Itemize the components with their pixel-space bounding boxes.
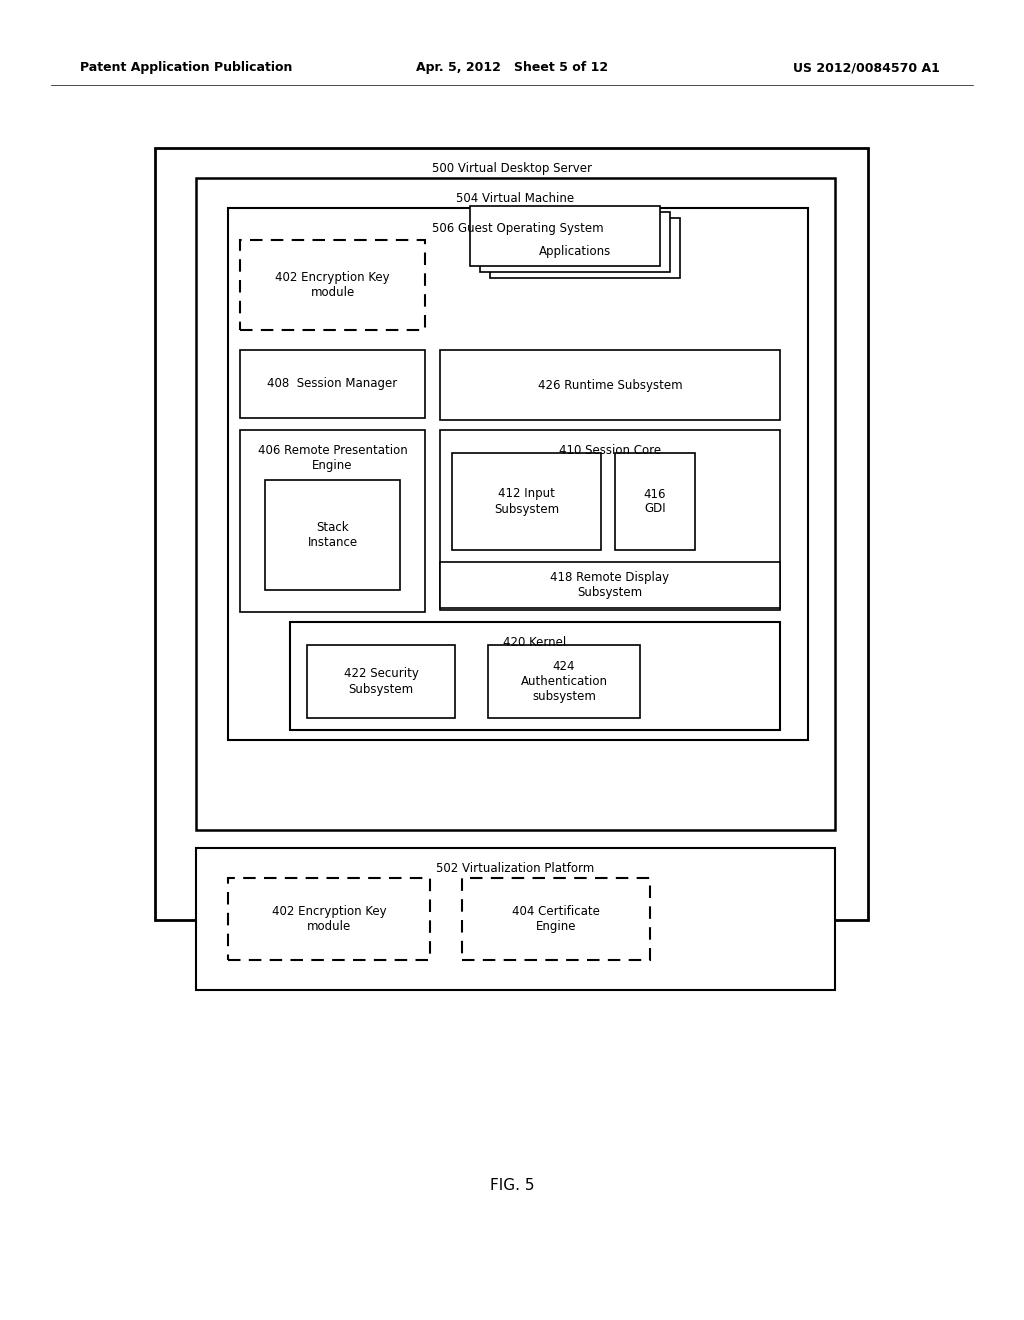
Text: US 2012/0084570 A1: US 2012/0084570 A1 — [794, 62, 940, 74]
Bar — [240, 240, 425, 330]
Text: Stack
Instance: Stack Instance — [307, 521, 357, 549]
Text: 506 Guest Operating System: 506 Guest Operating System — [432, 222, 604, 235]
Text: 406 Remote Presentation
Engine: 406 Remote Presentation Engine — [258, 444, 408, 473]
Bar — [615, 453, 695, 550]
Bar — [440, 350, 780, 420]
Bar — [240, 430, 425, 612]
Text: 424
Authentication
subsystem: 424 Authentication subsystem — [520, 660, 607, 704]
Text: Apr. 5, 2012   Sheet 5 of 12: Apr. 5, 2012 Sheet 5 of 12 — [416, 62, 608, 74]
Text: 410 Session Core: 410 Session Core — [559, 444, 662, 457]
Bar — [290, 622, 780, 730]
Text: 402 Encryption Key
module: 402 Encryption Key module — [271, 906, 386, 933]
Bar — [155, 148, 868, 920]
Text: 420 Kernel: 420 Kernel — [504, 636, 566, 649]
Text: 416
GDI: 416 GDI — [644, 487, 667, 516]
Bar — [307, 645, 455, 718]
Bar — [488, 645, 640, 718]
Text: FIG. 5: FIG. 5 — [489, 1177, 535, 1192]
Text: 502 Virtualization Platform: 502 Virtualization Platform — [436, 862, 595, 875]
Bar — [480, 213, 670, 272]
Text: 412 Input
Subsystem: 412 Input Subsystem — [494, 487, 559, 516]
Text: 404 Certificate
Engine: 404 Certificate Engine — [512, 906, 600, 933]
Bar — [196, 847, 835, 990]
Bar — [452, 453, 601, 550]
Bar — [440, 430, 780, 610]
Bar — [470, 206, 660, 267]
Text: 426 Runtime Subsystem: 426 Runtime Subsystem — [538, 379, 682, 392]
Bar — [265, 480, 400, 590]
Bar — [440, 562, 780, 609]
Text: 504 Virtual Machine: 504 Virtual Machine — [457, 191, 574, 205]
Bar — [240, 350, 425, 418]
Text: 408  Session Manager: 408 Session Manager — [267, 378, 397, 391]
Text: 418 Remote Display
Subsystem: 418 Remote Display Subsystem — [551, 572, 670, 599]
Bar — [196, 178, 835, 830]
Text: 422 Security
Subsystem: 422 Security Subsystem — [344, 668, 419, 696]
Text: 500 Virtual Desktop Server: 500 Virtual Desktop Server — [431, 162, 592, 176]
Bar — [228, 209, 808, 741]
Bar — [462, 878, 650, 960]
Bar — [228, 878, 430, 960]
Text: Patent Application Publication: Patent Application Publication — [80, 62, 293, 74]
Text: Applications: Applications — [539, 246, 611, 259]
Bar — [490, 218, 680, 279]
Text: 402 Encryption Key
module: 402 Encryption Key module — [275, 271, 390, 300]
